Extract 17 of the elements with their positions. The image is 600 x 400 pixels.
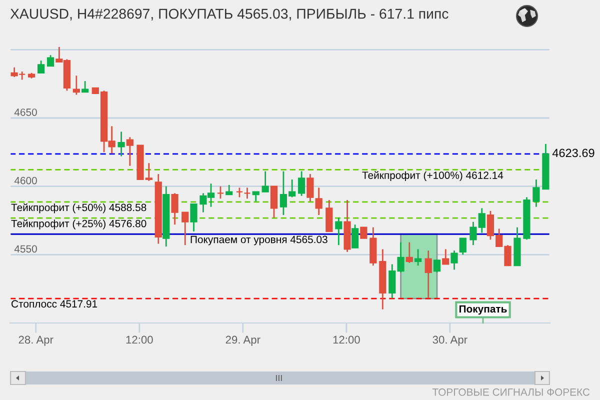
x-tick-label: 12:00 (333, 336, 360, 344)
y-tick-label: 4650 (14, 108, 37, 116)
x-tick-label: 30. Apr (432, 336, 468, 346)
y-tick-label: 4550 (14, 245, 37, 253)
ref-line-label: Тейкпрофит (+50%) 4588.58 (11, 203, 146, 214)
ref-line-label: 4623.69 (552, 148, 594, 158)
y-tick-label: 4600 (14, 176, 37, 184)
x-tick-label: 12:00 (126, 336, 153, 344)
ref-line-label: Покупаем от уровня 4565.03 (190, 236, 328, 246)
x-tick-label: 28. Apr (18, 336, 54, 346)
ref-line-label: Тейкпрофит (+25%) 4576.80 (11, 219, 146, 230)
x-tick-label: 29. Apr (226, 336, 260, 346)
annotation: Покупать (459, 305, 507, 315)
chart-title: XAUUSD, H4#228697, ПОКУПАТЬ 4565.03, ПРИБЫЛЬ - 617.1 пипс (10, 8, 448, 20)
text: ТОРГОВЫЕ СИГНАЛЫ ФОРЕКС (432, 388, 590, 396)
ref-line-label: Стоплосс 4517.91 (12, 300, 98, 308)
ref-line-label: Тейкпрофит (+100%) 4612.14 (362, 171, 504, 182)
